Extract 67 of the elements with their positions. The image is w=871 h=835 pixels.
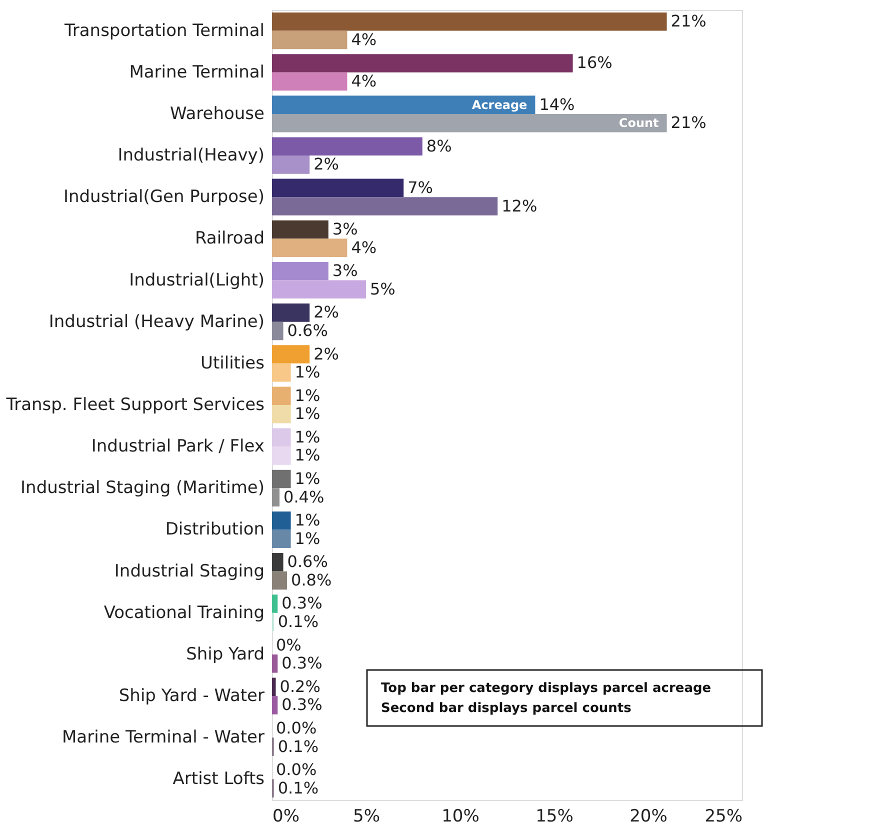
data-label: 21%	[670, 12, 706, 31]
y-tick-label: Industrial(Heavy)	[118, 146, 264, 166]
y-tick-label: Industrial Staging	[114, 561, 264, 582]
y-tick-label: Warehouse	[170, 104, 264, 124]
data-label: 1%	[294, 386, 320, 405]
data-label: 4%	[351, 30, 377, 49]
annotation: Top bar per category displays parcel acreage	[381, 681, 712, 696]
data-label: 0.1%	[278, 778, 319, 798]
data-label: 1%	[294, 446, 320, 465]
data-label: 2%	[314, 344, 339, 364]
y-tick-label: Transportation Terminal	[64, 20, 264, 41]
y-tick-label: Industrial (Heavy Marine)	[48, 312, 264, 332]
data-label: 1%	[294, 427, 320, 446]
data-label: 0.2%	[280, 676, 320, 696]
data-label: 5%	[370, 279, 396, 298]
data-label: 7%	[408, 178, 433, 197]
data-label: 2%	[314, 302, 339, 322]
data-label: 1%	[294, 404, 320, 424]
data-label: 1%	[294, 510, 320, 530]
data-label: 0.6%	[287, 552, 328, 572]
data-label: 16%	[576, 53, 612, 72]
data-label: 8%	[426, 136, 452, 156]
y-tick-label: Utilities	[200, 353, 265, 374]
annotation: Second bar displays parcel counts	[381, 701, 632, 716]
series-label: Count	[618, 116, 660, 130]
data-label: 0.3%	[282, 695, 322, 714]
data-label: 3%	[332, 220, 358, 239]
data-label: 1%	[294, 528, 320, 548]
data-label: 0.6%	[287, 320, 328, 340]
data-label: 4%	[351, 72, 377, 91]
y-tick-label: Industrial(Light)	[129, 270, 264, 290]
x-tick-label: 0%	[272, 806, 300, 826]
data-label: 0.4%	[284, 487, 324, 506]
data-label: 0.1%	[278, 612, 319, 632]
data-label: 3%	[332, 261, 358, 280]
data-label: 0.1%	[278, 736, 319, 756]
y-tick-label: Transp. Fleet Support Services	[5, 395, 265, 415]
y-tick-label: Marine Terminal - Water	[62, 728, 264, 748]
y-tick-label: Railroad	[194, 228, 264, 249]
data-label: 0.3%	[282, 594, 322, 613]
data-label: 14%	[539, 94, 575, 114]
data-label: 1%	[294, 469, 320, 488]
y-tick-label: Ship Yard - Water	[118, 686, 265, 706]
data-label: 4%	[351, 238, 377, 257]
y-tick-label: Industrial Staging (Maritime)	[20, 478, 264, 498]
data-label: 0.3%	[282, 654, 322, 673]
data-label: 21%	[670, 113, 706, 132]
data-label: 12%	[502, 196, 538, 216]
y-tick-label: Ship Yard	[186, 644, 264, 664]
data-label: 0.0%	[276, 718, 317, 738]
y-tick-label: Distribution	[165, 520, 264, 540]
x-tick-label: 10%	[442, 806, 480, 826]
y-tick-label: Artist Lofts	[172, 769, 265, 790]
y-tick-label: Vocational Training	[104, 602, 264, 623]
x-tick-label: 15%	[536, 806, 574, 826]
data-label: 0%	[276, 635, 302, 654]
y-tick-label: Marine Terminal	[129, 62, 264, 82]
y-tick-label: Industrial(Gen Purpose)	[63, 187, 264, 208]
x-tick-label: 5%	[353, 806, 380, 826]
x-tick-label: 20%	[630, 806, 668, 826]
data-label: 0.8%	[291, 570, 332, 590]
series-label: Acreage	[472, 98, 528, 112]
data-label: 1%	[294, 362, 320, 382]
x-tick-label: 25%	[704, 806, 742, 826]
y-tick-label: Industrial Park / Flex	[91, 436, 264, 457]
data-label: 2%	[314, 154, 339, 174]
data-label: 0.0%	[276, 760, 317, 780]
